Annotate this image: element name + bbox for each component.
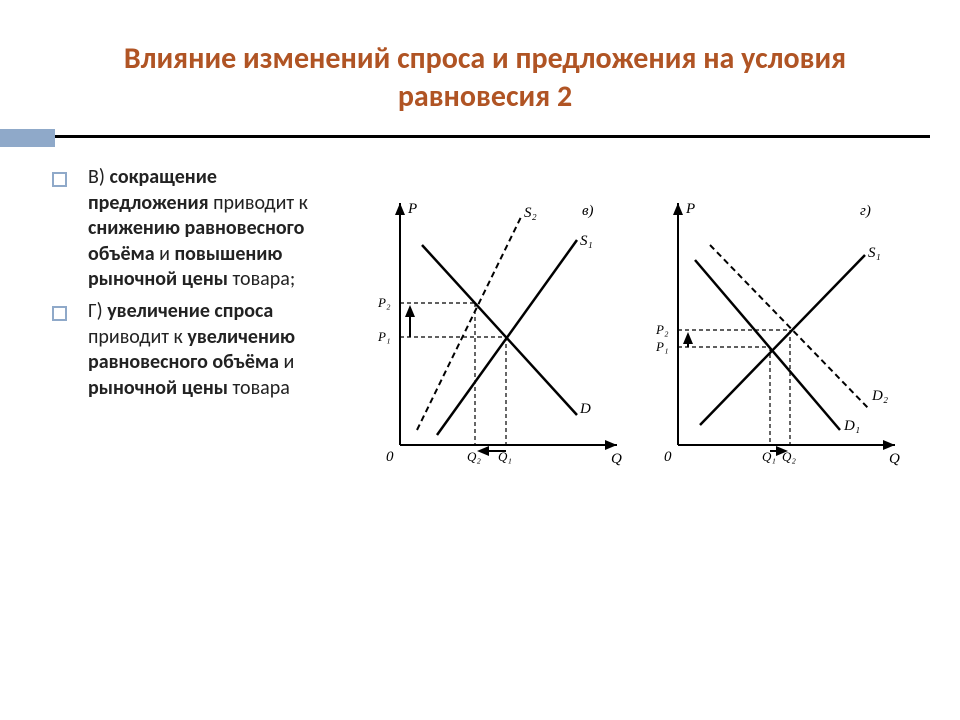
svg-text:D₂: D₂ (871, 388, 888, 404)
divider (0, 129, 930, 149)
charts-column: PQ0в)S₁S₂DP₁P₂Q₁Q₂ PQ0г)S₁D₁D₂P₁P₂Q₁Q₂ (342, 165, 910, 700)
svg-text:D₁: D₁ (843, 418, 860, 434)
svg-text:D: D (579, 401, 591, 417)
bullet-v-body: В) сокращение предложения приводит к сни… (88, 165, 342, 293)
text-column: В) сокращение предложения приводит к сни… (70, 165, 342, 700)
svg-text:S₁: S₁ (580, 233, 593, 249)
bullet-marker (70, 299, 88, 401)
bullet-g-text: увеличение спроса приводит к увеличению … (88, 299, 295, 400)
chart-demand-increase: PQ0г)S₁D₁D₂P₁P₂Q₁Q₂ (640, 185, 910, 485)
svg-text:P₂: P₂ (655, 322, 669, 337)
svg-text:0: 0 (664, 449, 672, 465)
content-row: В) сокращение предложения приводит к сни… (70, 165, 910, 700)
svg-text:P: P (685, 201, 695, 217)
svg-text:S₂: S₂ (524, 205, 537, 221)
bullet-v: В) сокращение предложения приводит к сни… (70, 165, 342, 293)
svg-text:P₂: P₂ (377, 295, 391, 310)
bullet-g: Г) увеличение спроса приводит к увеличен… (70, 299, 342, 401)
svg-text:S₁: S₁ (868, 245, 881, 261)
svg-text:Q: Q (611, 451, 622, 467)
slide: Влияние изменений спроса и предложения н… (0, 0, 960, 720)
bullet-v-text: сокращение предложения приводит к снижен… (88, 165, 308, 291)
svg-text:0: 0 (386, 449, 394, 465)
svg-text:P₁: P₁ (655, 339, 668, 354)
svg-text:г): г) (860, 203, 871, 219)
svg-text:P: P (407, 201, 417, 217)
divider-line (0, 135, 930, 138)
svg-text:Q: Q (889, 451, 900, 467)
svg-text:P₁: P₁ (377, 329, 390, 344)
bullet-g-marker: Г) (88, 299, 103, 323)
chart-supply-decrease: PQ0в)S₁S₂DP₁P₂Q₁Q₂ (362, 185, 632, 485)
bullet-v-marker: В) (88, 165, 105, 189)
slide-title: Влияние изменений спроса и предложения н… (80, 40, 890, 115)
svg-text:в): в) (582, 203, 594, 219)
title-block: Влияние изменений спроса и предложения н… (80, 40, 890, 115)
bullet-g-body: Г) увеличение спроса приводит к увеличен… (88, 299, 342, 401)
bullet-marker (70, 165, 88, 293)
divider-box (0, 129, 55, 147)
